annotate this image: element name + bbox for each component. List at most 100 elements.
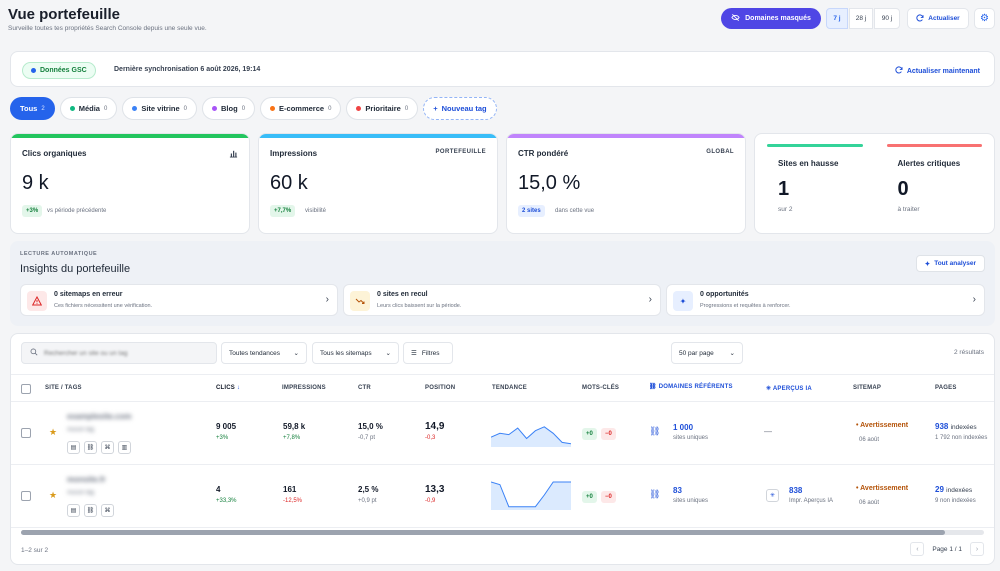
select-all-checkbox[interactable] (21, 384, 31, 394)
analyze-all-button[interactable]: ✦ Tout analyser (915, 255, 985, 272)
position-value: 14,9 (425, 421, 445, 432)
tag-site-vitrine[interactable]: Site vitrine 0 (122, 97, 198, 120)
pages-indexed-value[interactable]: 29 indexées (935, 485, 972, 494)
table-row[interactable]: ★ examplesite.com Aucun tag ▤ ⛓ ⌘ ▥ 9 00… (11, 402, 994, 465)
sitemap-icon[interactable]: ⌘ (101, 441, 114, 454)
sitemap-filter-label: Tous les sitemaps (320, 349, 372, 357)
ai-overviews-value[interactable]: 838 (789, 486, 803, 495)
page-subtitle: Surveille toutes tes propriétés Search C… (8, 25, 207, 32)
sort-desc-icon: ↓ (236, 385, 241, 391)
position-value: 13,3 (425, 484, 445, 495)
kpi-note: à traiter (897, 206, 920, 213)
insight-opportunities[interactable]: ✦ 0 opportunités Progressions et requête… (666, 284, 985, 316)
insight-sites-decline[interactable]: 0 sites en recul Leurs clics baissent su… (343, 284, 661, 316)
search-input[interactable] (44, 346, 212, 361)
hidden-domains-button[interactable]: Domaines masqués (721, 8, 821, 29)
column-ctr[interactable]: CTR (358, 385, 371, 391)
ctr-value: 2,5 % (358, 485, 379, 494)
sitemap-icon[interactable]: ⌘ (101, 504, 114, 517)
site-name[interactable]: monsite.fr (67, 475, 106, 484)
kpi-card-impressions: Impressions PORTEFEUILLE 60 k +7,7% visi… (258, 133, 498, 234)
ai-overviews-value: — (764, 427, 772, 436)
pages-icon[interactable]: ▤ (67, 441, 80, 454)
site-name[interactable]: examplesite.com (67, 412, 132, 421)
pages-icon[interactable]: ▤ (67, 504, 80, 517)
kpi-label: Alertes critiques (897, 159, 961, 168)
period-28d-button[interactable]: 28 j (849, 8, 873, 29)
link-icon[interactable]: ⛓ (84, 504, 97, 517)
tag-blog[interactable]: Blog 0 (202, 97, 256, 120)
pages-indexed-value[interactable]: 938 indexées (935, 422, 977, 431)
link-icon: ⛓ (649, 426, 661, 436)
referring-value[interactable]: 83 (673, 486, 682, 495)
per-page-label: 50 par page (679, 349, 714, 357)
column-site[interactable]: SITE / TAGS (45, 385, 82, 391)
tag-media[interactable]: Média 0 (59, 97, 118, 120)
link-icon[interactable]: ⛓ (84, 441, 97, 454)
column-clicks[interactable]: CLICS ↓ (216, 385, 240, 391)
column-impressions[interactable]: IMPRESSIONS (282, 385, 326, 391)
column-clicks-label: CLICS (216, 385, 235, 391)
tag-count: 0 (183, 105, 188, 112)
tag-all[interactable]: Tous 2 (10, 97, 55, 120)
referring-value[interactable]: 1 000 (673, 423, 694, 432)
row-checkbox[interactable] (21, 491, 31, 501)
chart-icon[interactable]: ▥ (118, 441, 131, 454)
tag-count: 0 (103, 105, 108, 112)
filters-button[interactable]: ☰ Filtres (403, 342, 453, 364)
gsc-data-badge: Données GSC (22, 62, 96, 79)
last-sync-text: Dernière synchronisation 6 août 2026, 19… (114, 66, 261, 73)
column-sitemap[interactable]: SITEMAP (853, 385, 882, 391)
trend-filter-select[interactable]: Toutes tendances ⌄ (221, 342, 307, 364)
star-icon[interactable]: ★ (49, 427, 58, 437)
pages-indexed-label: indexées (950, 424, 977, 431)
kpi-scope-label: GLOBAL (706, 149, 734, 155)
tag-count: 0 (328, 105, 332, 112)
column-position[interactable]: POSITION (425, 385, 456, 391)
tag-ecommerce[interactable]: E-commerce 0 (260, 97, 342, 120)
star-icon[interactable]: ★ (49, 490, 58, 500)
column-pages[interactable]: PAGES (935, 385, 957, 391)
tag-label: Tous (20, 104, 38, 113)
kpi-value: 9 k (22, 172, 49, 194)
insight-title: 0 opportunités (700, 291, 749, 298)
per-page-select[interactable]: 50 par page ⌄ (671, 342, 743, 364)
tag-color-dot-icon (69, 106, 75, 111)
next-page-button[interactable]: › (970, 542, 984, 556)
referring-sub: sites uniques (673, 498, 709, 504)
refresh-button[interactable]: Actualiser (907, 8, 969, 29)
period-90d-button[interactable]: 90 j (874, 8, 900, 29)
keywords-up-chip: +0 (582, 491, 597, 503)
kpi-card-ctr: CTR pondéré GLOBAL 15,0 % 2 sites dans c… (506, 133, 746, 234)
column-keywords[interactable]: MOTS-CLÉS (582, 385, 620, 391)
period-7d-button[interactable]: 7 j (826, 8, 848, 29)
prev-page-button[interactable]: ‹ (910, 542, 925, 556)
pages-indexed-count: 938 (935, 422, 949, 431)
tag-prioritaire[interactable]: Prioritaire 0 (346, 97, 419, 120)
column-ai-overviews[interactable]: ✳ APERÇUS IA (766, 385, 812, 392)
ctr-delta: -0,7 pt (358, 435, 376, 441)
referring-sub: sites uniques (673, 435, 709, 441)
scrollbar-thumb[interactable] (21, 530, 946, 535)
row-checkbox[interactable] (21, 428, 31, 438)
horizontal-scrollbar[interactable] (21, 530, 984, 535)
column-referring-domains[interactable]: ⛓ DOMAINES RÉFÉRENTS (649, 383, 733, 390)
insights-panel: LECTURE AUTOMATIQUE Insights du portefeu… (10, 241, 995, 326)
bar-chart-icon (229, 149, 238, 160)
kpi-accent-bar (11, 134, 249, 138)
column-referring-label: DOMAINES RÉFÉRENTS (658, 384, 733, 390)
table-row[interactable]: ★ monsite.fr Aucun tag ▤ ⛓ ⌘ 4 +33,3% 16… (11, 465, 994, 528)
refresh-now-button[interactable]: Actualiser maintenant (895, 66, 980, 76)
chevron-right-icon: › (975, 545, 979, 553)
link-icon: ⛓ (649, 384, 657, 390)
sitemap-filter-select[interactable]: Tous les sitemaps ⌄ (312, 342, 399, 364)
refresh-label: Actualiser (928, 15, 960, 22)
kpi-card-split: Sites en hausse 1 sur 2 Alertes critique… (754, 133, 995, 234)
new-tag-button[interactable]: + Nouveau tag (423, 97, 497, 120)
chevron-right-icon: › (325, 294, 329, 305)
insight-sitemaps-errors[interactable]: 0 sitemaps en erreur Ces fichiers nécess… (20, 284, 338, 316)
search-box[interactable] (21, 342, 217, 364)
warning-dot-icon: • (856, 422, 859, 429)
settings-button[interactable]: ⚙ (974, 8, 995, 29)
plus-icon: + (433, 104, 438, 113)
